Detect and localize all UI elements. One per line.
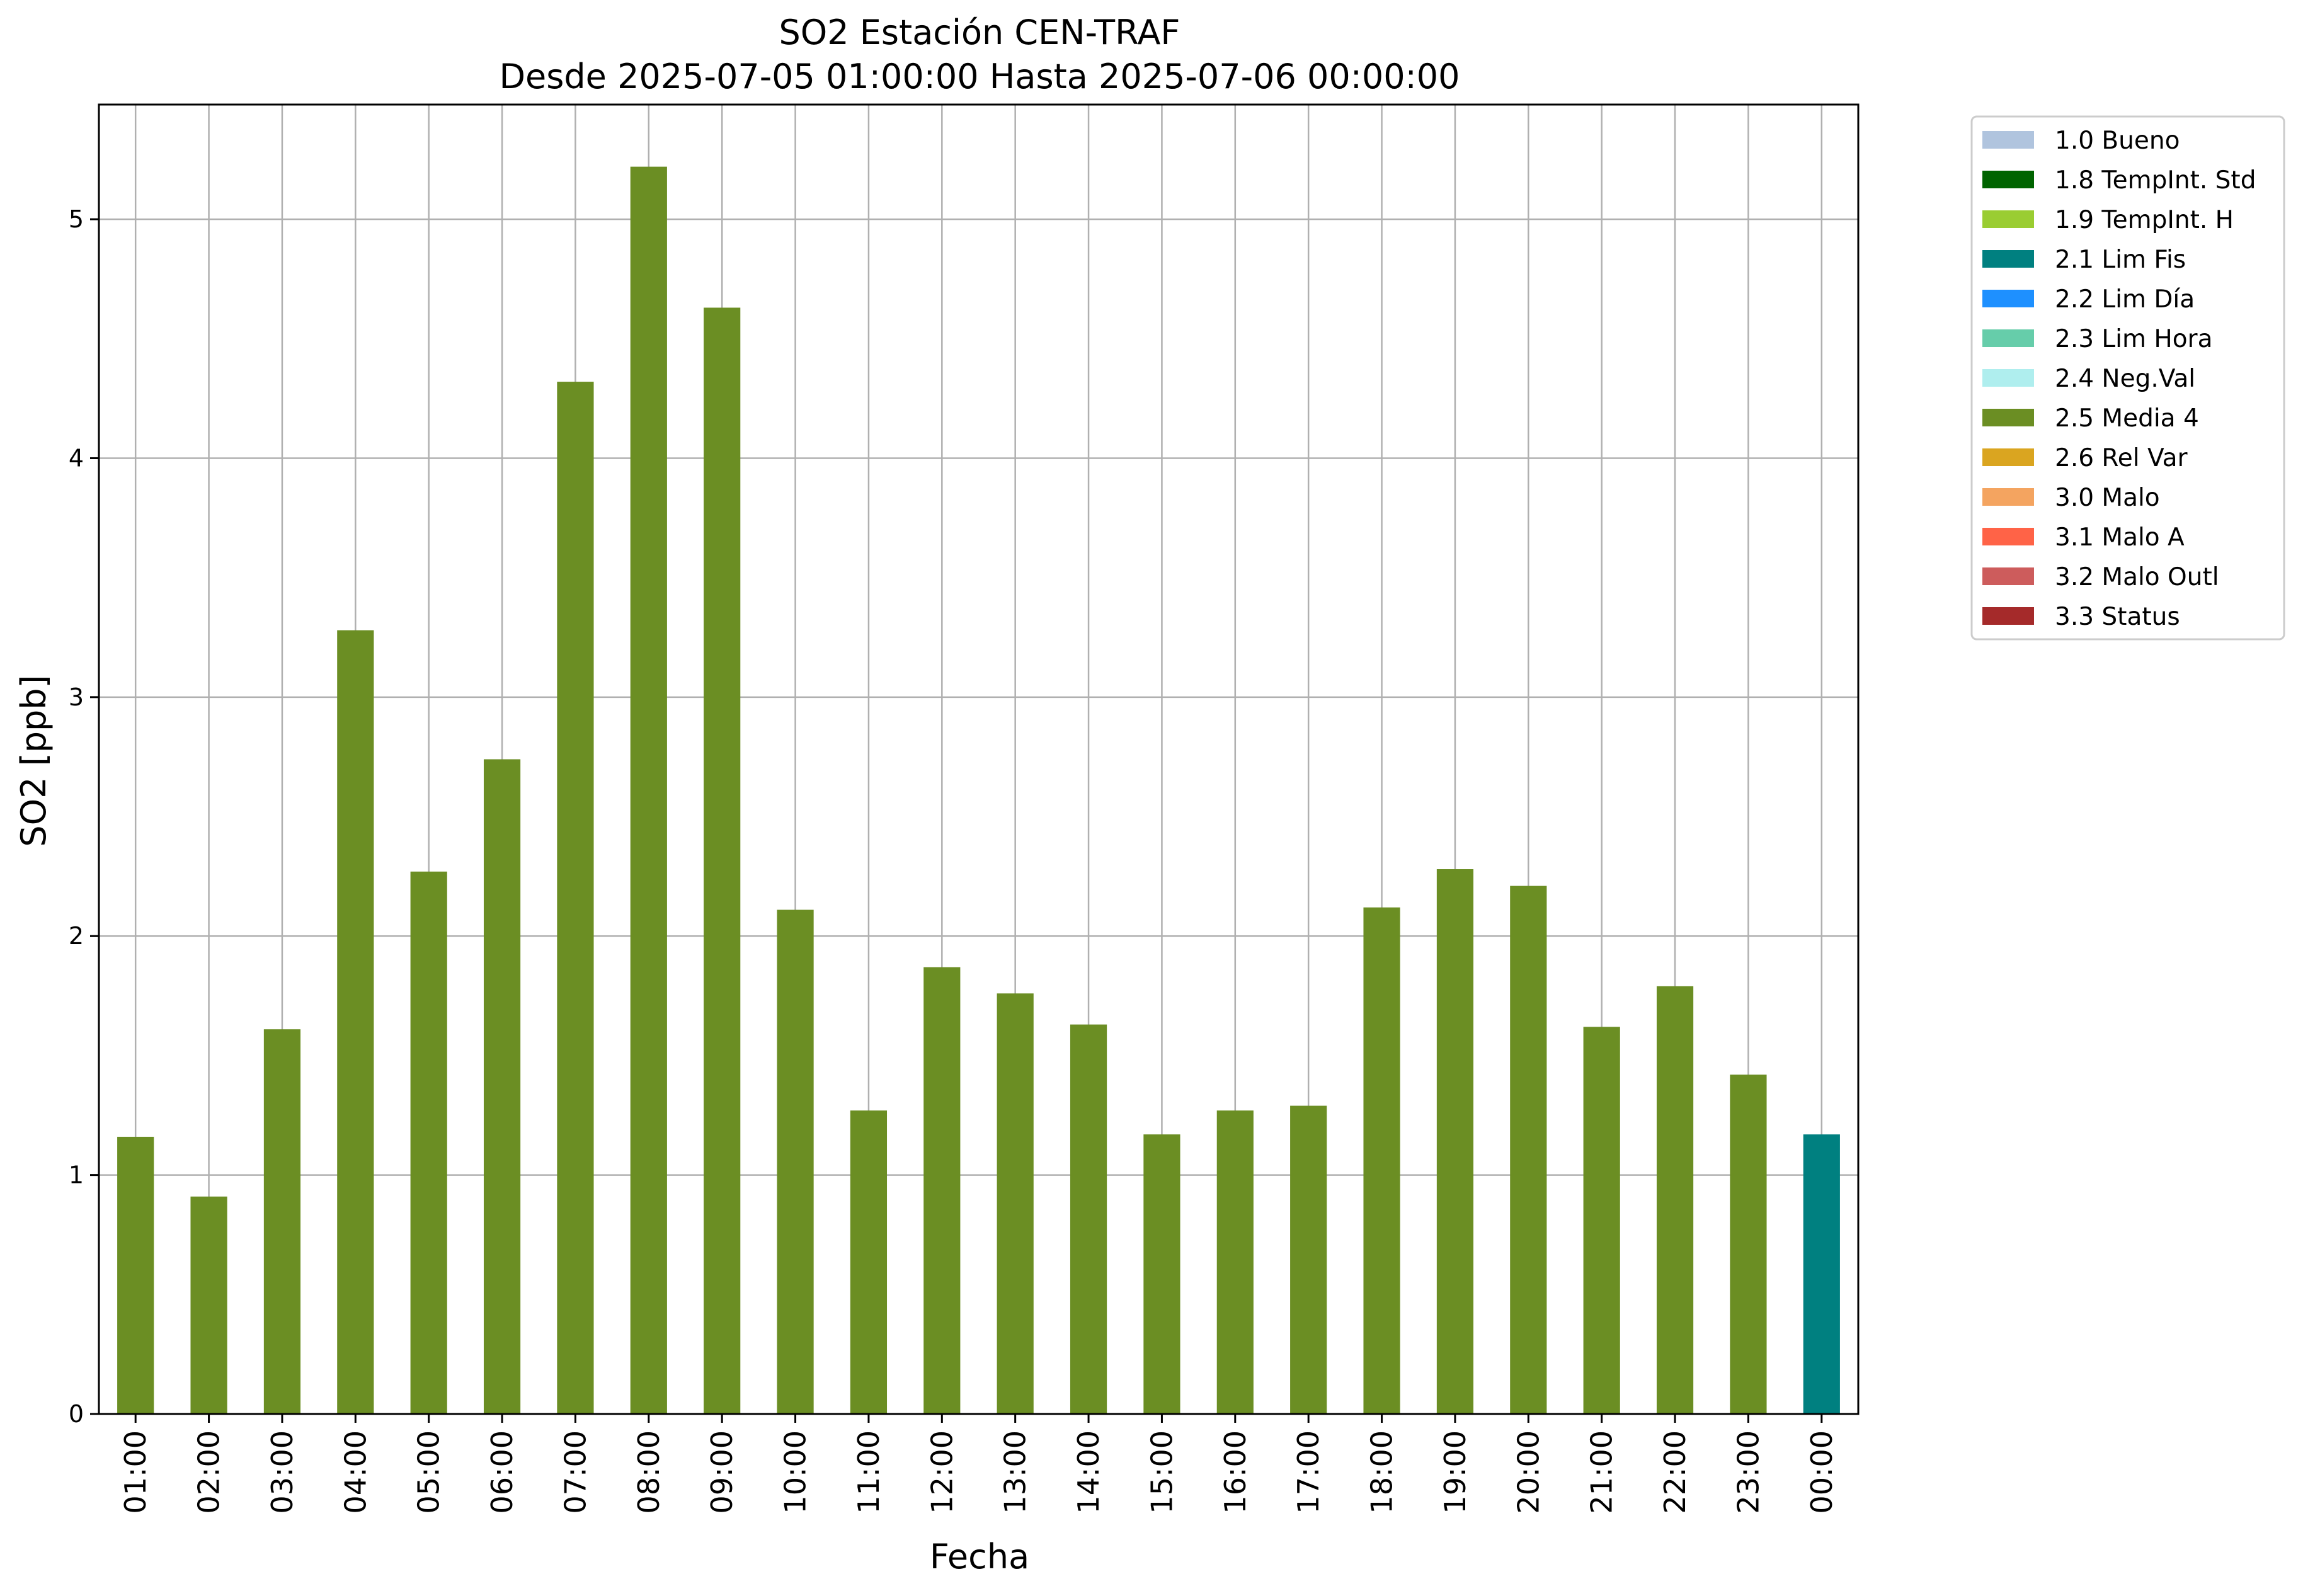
legend-label: 2.2 Lim Día <box>2055 285 2195 314</box>
x-tick-label: 16:00 <box>1218 1430 1252 1514</box>
legend-frame <box>1970 115 2285 641</box>
bar-0500 <box>410 871 447 1414</box>
x-tick-label: 14:00 <box>1071 1430 1106 1514</box>
x-tick-label: 19:00 <box>1438 1430 1472 1514</box>
legend-label: 1.0 Bueno <box>2055 127 2180 155</box>
plot-frame <box>98 103 1860 1415</box>
bar-0600 <box>483 759 521 1414</box>
x-tick-label: 23:00 <box>1731 1430 1765 1514</box>
y-tick-label: 1 <box>69 1161 84 1189</box>
bar-1900 <box>1436 869 1474 1414</box>
legend-label: 3.1 Malo A <box>2055 523 2185 552</box>
legend-label: 2.5 Media 4 <box>2055 404 2199 433</box>
legend-swatch <box>1982 369 2034 387</box>
bar-1700 <box>1290 1105 1327 1414</box>
chart-subtitle: Desde 2025-07-05 01:00:00 Hasta 2025-07-… <box>499 57 1460 96</box>
bar-0700 <box>557 382 594 1414</box>
bar-1800 <box>1363 907 1400 1414</box>
bar-2000 <box>1510 886 1547 1414</box>
bar-0900 <box>704 307 741 1414</box>
legend-label: 1.8 TempInt. Std <box>2055 166 2256 195</box>
legend-swatch <box>1982 488 2034 506</box>
legend-swatch <box>1982 131 2034 149</box>
x-tick-label: 05:00 <box>412 1430 446 1514</box>
bar-2200 <box>1656 986 1694 1414</box>
bar-0100 <box>117 1136 154 1414</box>
x-tick-label: 00:00 <box>1805 1430 1839 1514</box>
bar-0200 <box>190 1196 227 1414</box>
bar-1600 <box>1216 1110 1254 1414</box>
y-tick-label: 5 <box>69 205 84 233</box>
legend-swatch <box>1982 448 2034 466</box>
x-tick-label: 10:00 <box>779 1430 813 1514</box>
legend-swatch <box>1982 607 2034 625</box>
x-tick-label: 17:00 <box>1291 1430 1325 1514</box>
legend-label: 3.0 Malo <box>2055 484 2160 512</box>
legend-swatch <box>1982 250 2034 268</box>
bar-1200 <box>923 967 961 1414</box>
bar-2300 <box>1730 1074 1767 1414</box>
x-tick-label: 20:00 <box>1511 1430 1545 1514</box>
x-tick-label: 02:00 <box>192 1430 226 1514</box>
legend-label: 2.3 Lim Hora <box>2055 325 2213 353</box>
x-tick-label: 15:00 <box>1145 1430 1179 1514</box>
legend-label: 3.3 Status <box>2055 603 2180 631</box>
bar-1000 <box>777 909 814 1414</box>
x-axis-label: Fecha <box>930 1537 1029 1576</box>
legend-swatch <box>1982 329 2034 347</box>
bar-1300 <box>997 993 1034 1414</box>
x-axis: 01:00 02:00 03:00 04:00 05:00 06:00 07:00 08:00… <box>118 1414 1839 1514</box>
x-tick-label: 12:00 <box>925 1430 959 1514</box>
x-tick-label: 06:00 <box>485 1430 519 1514</box>
legend-swatch <box>1982 210 2034 228</box>
bars <box>117 166 1840 1414</box>
legend-swatch <box>1982 171 2034 188</box>
legend-label: 1.9 TempInt. H <box>2055 206 2234 234</box>
y-axis: 0 1 2 3 4 5 <box>69 205 99 1428</box>
chart-title: SO2 Estación CEN-TRAF <box>779 13 1180 52</box>
legend-label: 2.6 Rel Var <box>2055 444 2188 472</box>
legend-swatch <box>1982 528 2034 545</box>
bar-0400 <box>337 630 374 1414</box>
x-tick-label: 13:00 <box>998 1430 1032 1514</box>
x-tick-label: 09:00 <box>705 1430 739 1514</box>
legend-label: 2.4 Neg.Val <box>2055 365 2195 393</box>
x-tick-label: 07:00 <box>558 1430 592 1514</box>
legend-label: 3.2 Malo Outl <box>2055 563 2219 591</box>
y-tick-label: 3 <box>69 683 84 711</box>
x-tick-label: 18:00 <box>1365 1430 1399 1514</box>
x-tick-label: 22:00 <box>1658 1430 1692 1514</box>
x-tick-label: 01:00 <box>118 1430 152 1514</box>
x-tick-label: 04:00 <box>338 1430 372 1514</box>
y-axis-label: SO2 [ppb] <box>14 675 54 846</box>
y-tick-label: 2 <box>69 922 84 950</box>
x-tick-label: 08:00 <box>632 1430 666 1514</box>
bar-0800 <box>630 166 667 1414</box>
legend-swatch <box>1982 290 2034 307</box>
bar-1100 <box>850 1110 888 1414</box>
legend-label: 2.1 Lim Fis <box>2055 246 2186 274</box>
legend-swatch <box>1982 567 2034 585</box>
bar-1500 <box>1143 1134 1180 1414</box>
y-tick-label: 4 <box>69 444 84 472</box>
bar-1400 <box>1070 1024 1107 1414</box>
bar-0000 <box>1803 1134 1840 1414</box>
y-tick-label: 0 <box>69 1400 84 1428</box>
legend-swatch <box>1982 409 2034 426</box>
legend: 1.0 Bueno 1.8 TempInt. Std 1.9 TempInt. H 2… <box>1970 115 2285 641</box>
bar-0300 <box>263 1029 301 1414</box>
x-tick-label: 11:00 <box>852 1430 886 1514</box>
x-tick-label: 21:00 <box>1585 1430 1619 1514</box>
x-tick-label: 03:00 <box>265 1430 299 1514</box>
bar-2100 <box>1583 1027 1620 1414</box>
